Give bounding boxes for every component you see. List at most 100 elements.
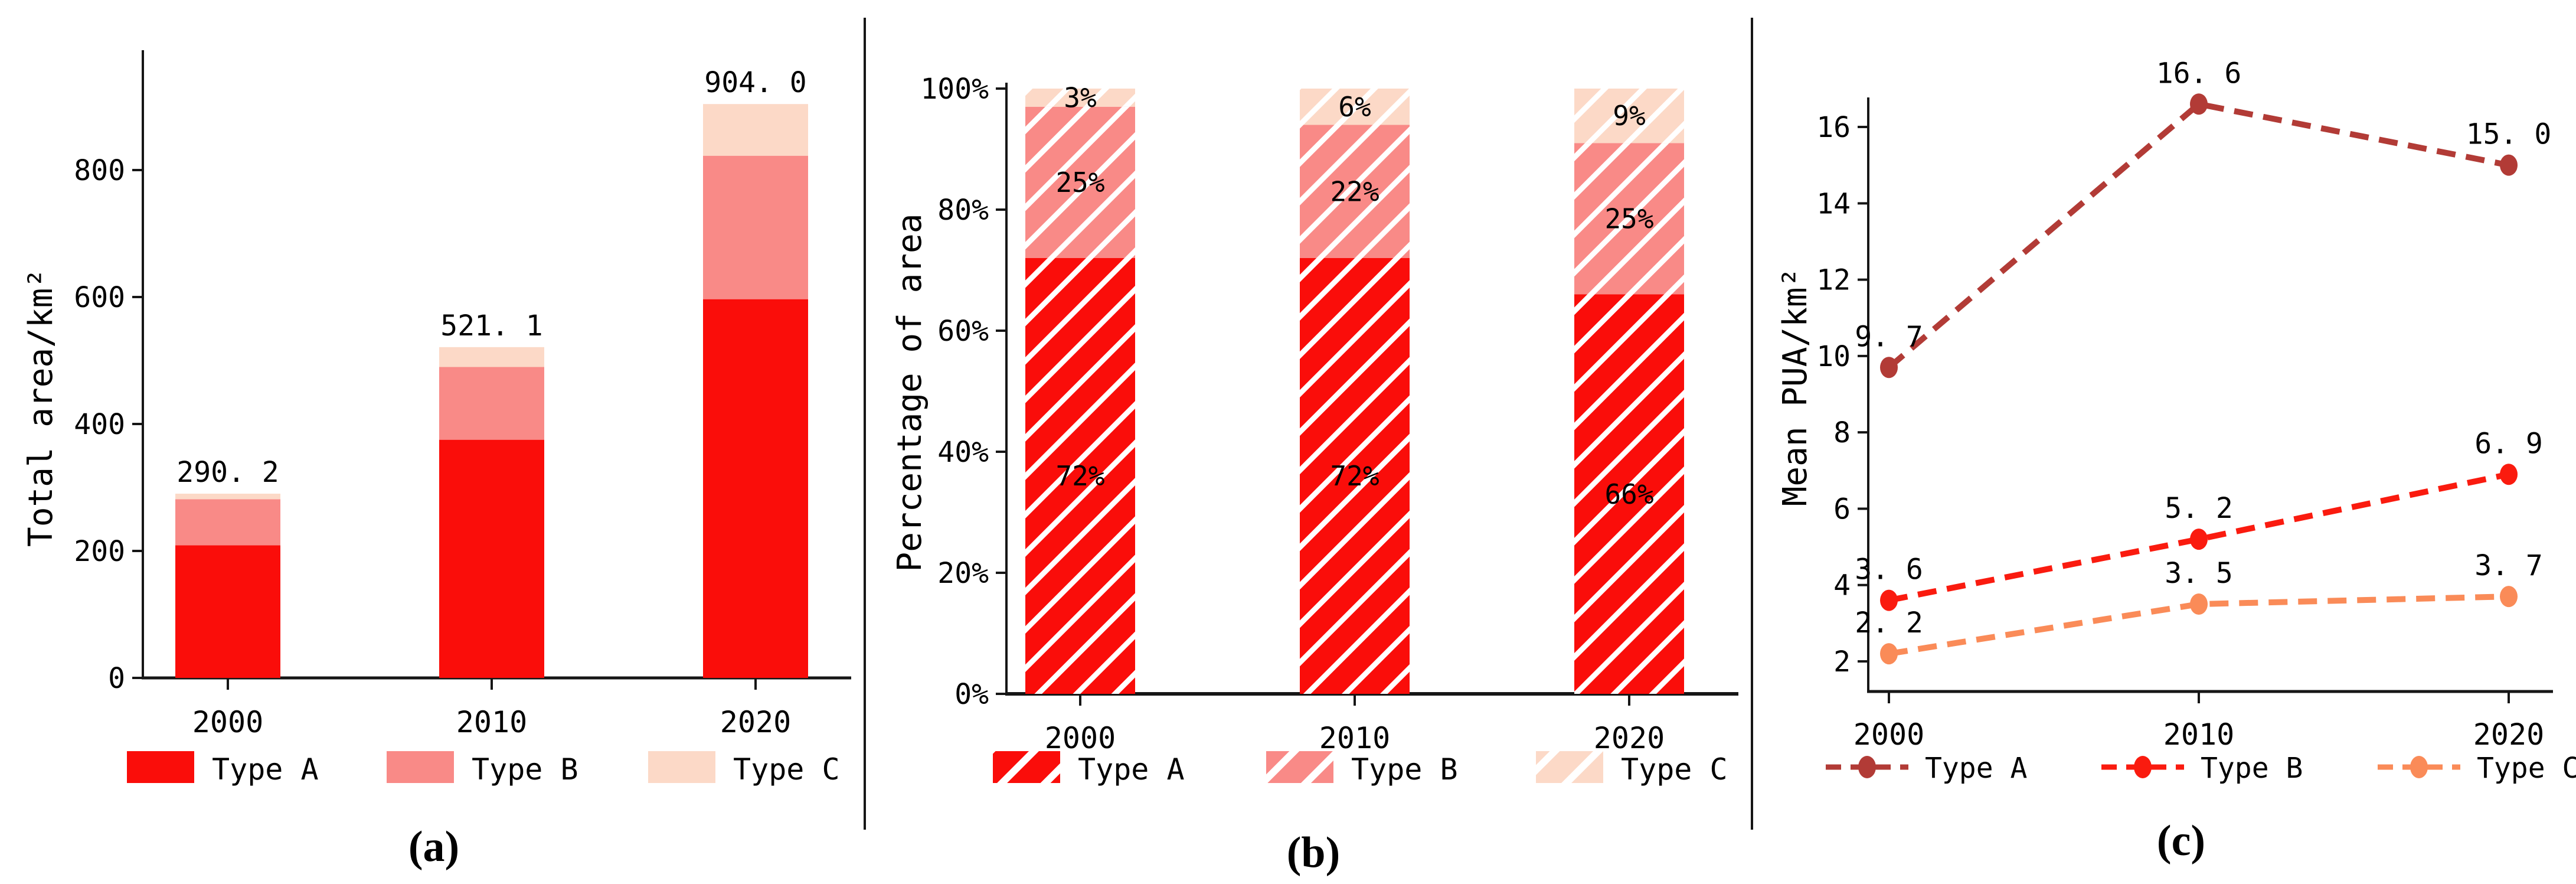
legend-item-c-type-a: Type A	[1826, 752, 2027, 785]
y-tick-label-b: 0%	[954, 678, 989, 711]
y-tick-label-a: 800	[74, 154, 125, 187]
legend-label: Type C	[1621, 752, 1728, 787]
y-tick-label-a: 400	[74, 408, 125, 441]
legend-swatch	[127, 751, 194, 783]
bar-hatch-overlay	[1025, 106, 1135, 258]
marker-type-a-2020	[2500, 154, 2518, 176]
legend-label: Type A	[1078, 752, 1185, 787]
x-tick-label-c: 2000	[1853, 717, 1924, 752]
marker-type-c-2000	[1880, 643, 1898, 665]
marker-type-c-2010	[2190, 593, 2208, 615]
legend-item-a-type-c: Type C	[648, 751, 840, 787]
bar-a-2010-type-b	[439, 367, 544, 440]
x-tick-label-b: 2020	[1594, 721, 1665, 755]
x-tick-label-a: 2020	[720, 705, 791, 739]
marker-type-b-2020	[2500, 464, 2518, 485]
panel-c: 2 4 6 8 10 12 14 16 2000 2010 2020 9. 7 16. 6 15. 0 3.…	[1776, 57, 2576, 785]
bar-hatch-overlay	[1574, 89, 1684, 143]
caption-panel-b: (b)	[1286, 828, 1341, 877]
y-tick-label-c: 16	[1816, 111, 1851, 144]
x-tick-label-a: 2000	[192, 705, 263, 739]
bar-hatch-overlay	[1574, 143, 1684, 295]
marker-type-b-2010	[2190, 529, 2208, 550]
line-series-type-a	[1887, 100, 2509, 370]
bar-a-2000-type-a	[175, 545, 280, 678]
legend-item-c-type-b: Type B	[2101, 752, 2303, 785]
y-tick-label-a: 600	[74, 281, 125, 314]
legend-swatch-hatch	[993, 751, 1060, 783]
marker-type-b-2000	[1880, 589, 1898, 611]
panel-a: 0 200 400 600 800 290. 2 2000 521. 1 2010 904. 0 2…	[22, 50, 851, 787]
bar-total-label-a: 521. 1	[440, 309, 542, 342]
y-tick-label-c: 4	[1833, 569, 1851, 602]
marker-type-a-2010	[2190, 93, 2208, 115]
y-tick-label-c: 8	[1833, 416, 1851, 449]
y-tick-label-c: 12	[1816, 264, 1851, 297]
legend-marker	[1858, 756, 1876, 778]
value-label-type-a: 9. 7	[1855, 320, 1923, 353]
y-tick-label-b: 60%	[937, 315, 989, 348]
value-label-type-b: 3. 6	[1855, 553, 1923, 586]
bar-a-2000-type-c	[175, 494, 280, 500]
y-tick-label-a: 0	[108, 662, 125, 695]
segment-percent-label-b: 25%	[1055, 167, 1104, 198]
bar-a-2010-type-c	[439, 347, 544, 367]
legend-swatch	[648, 751, 715, 783]
legend-marker	[2134, 756, 2152, 778]
y-tick-label-b: 40%	[937, 436, 989, 469]
legend-label: Type B	[472, 752, 578, 787]
legend-item-b-type-a: Type A	[993, 751, 1185, 787]
value-label-type-a: 15. 0	[2466, 118, 2552, 151]
value-label-type-c: 2. 2	[1855, 606, 1923, 640]
segment-percent-label-b: 6%	[1338, 91, 1371, 123]
legend-label: Type A	[212, 752, 319, 787]
bar-total-label-a: 290. 2	[176, 456, 279, 489]
legend-label: Type C	[2477, 752, 2576, 785]
legend-item-a-type-b: Type B	[387, 751, 578, 787]
legend-item-b-type-b: Type B	[1266, 751, 1458, 787]
y-tick-label-c: 10	[1816, 340, 1851, 373]
legend-label: Type B	[1351, 752, 1458, 787]
value-label-type-c: 3. 5	[2165, 557, 2233, 590]
legend-marker	[2410, 756, 2428, 778]
segment-percent-label-b: 9%	[1613, 100, 1645, 132]
segment-percent-label-b: 22%	[1330, 175, 1379, 207]
segment-percent-label-b: 3%	[1064, 81, 1096, 113]
caption-panel-c: (c)	[2156, 817, 2206, 865]
value-label-type-a: 16. 6	[2156, 57, 2242, 90]
bar-hatch-overlay	[1574, 294, 1684, 694]
x-tick-label-b: 2010	[1319, 721, 1390, 755]
y-tick-label-c: 2	[1833, 645, 1851, 679]
bar-a-2020-type-a	[703, 299, 808, 678]
x-tick-label-b: 2000	[1045, 721, 1116, 755]
panel-b: 0% 20% 40% 60% 80% 100% 72% 25% 3% 2000 72% 22% 6% 20…	[891, 73, 1738, 787]
y-tick-label-a: 200	[74, 535, 125, 568]
bar-hatch-overlay	[1025, 89, 1135, 107]
y-axis-title-c: Mean PUA/km²	[1776, 268, 1815, 507]
marker-type-c-2020	[2500, 586, 2518, 608]
x-tick-label-a: 2010	[456, 705, 527, 739]
y-tick-label-b: 20%	[937, 557, 989, 590]
bar-hatch-overlay	[1300, 89, 1410, 125]
caption-panel-a: (a)	[408, 823, 460, 871]
y-axis-title-b: Percentage of area	[891, 214, 929, 572]
y-tick-label-b: 100%	[920, 73, 989, 106]
segment-percent-label-b: 66%	[1604, 478, 1653, 510]
bar-hatch-overlay	[1300, 125, 1410, 258]
value-label-type-b: 6. 9	[2474, 427, 2543, 460]
legend-label: Type B	[2201, 752, 2303, 785]
marker-type-a-2000	[1880, 357, 1898, 379]
bar-total-label-a: 904. 0	[704, 66, 806, 99]
bar-hatch-overlay	[1025, 258, 1135, 694]
segment-percent-label-b: 72%	[1055, 460, 1104, 492]
bar-a-2010-type-a	[439, 439, 544, 678]
x-tick-label-c: 2020	[2473, 717, 2544, 752]
legend-item-b-type-c: Type C	[1536, 751, 1728, 787]
value-label-type-b: 5. 2	[2165, 492, 2233, 525]
y-tick-label-b: 80%	[937, 194, 989, 227]
y-tick-label-c: 6	[1833, 492, 1851, 526]
y-tick-label-c: 14	[1816, 187, 1851, 220]
legend-item-a-type-a: Type A	[127, 751, 319, 787]
